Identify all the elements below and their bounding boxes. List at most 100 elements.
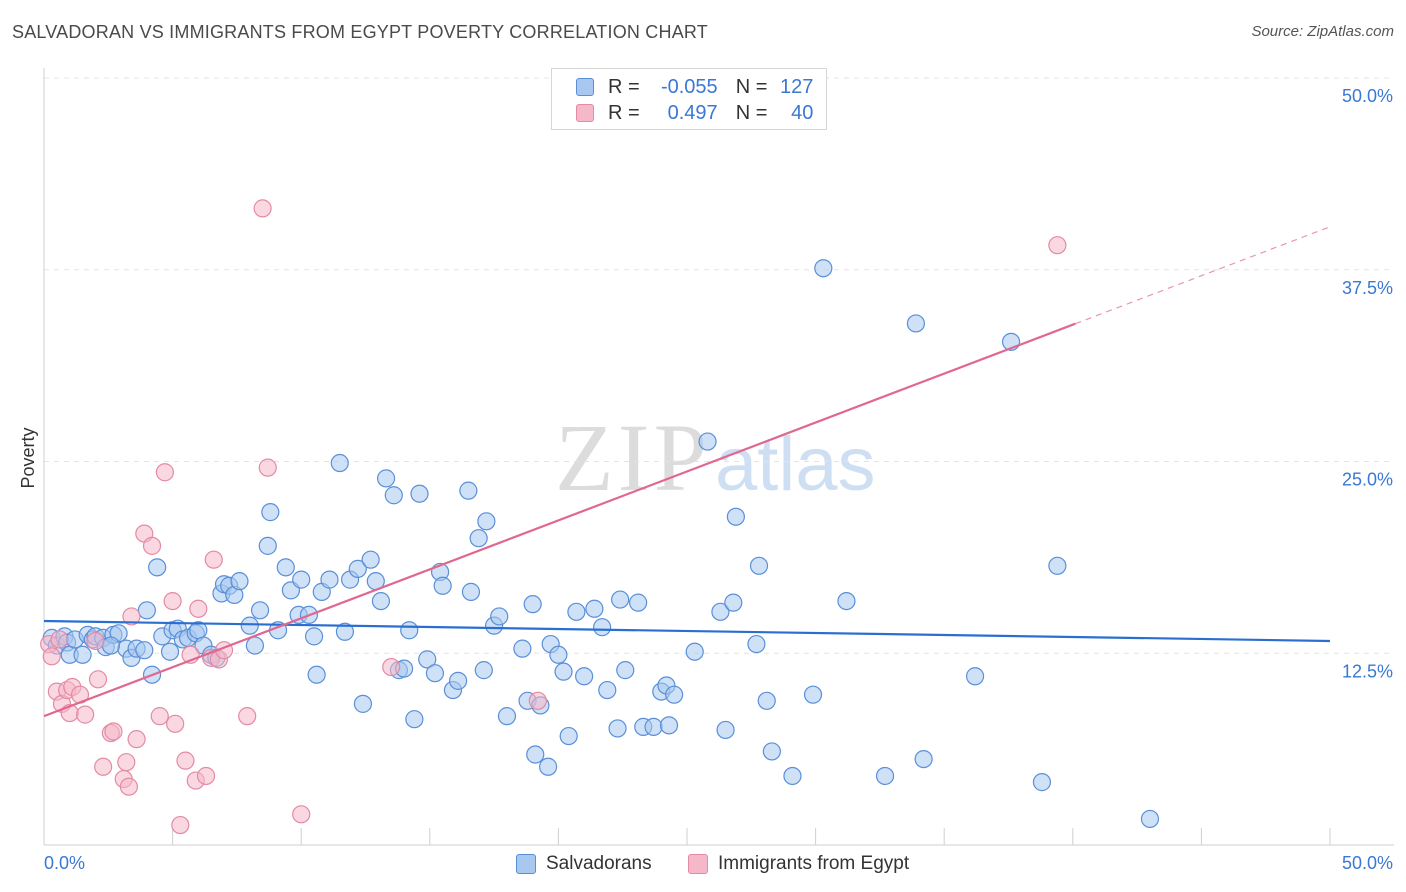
legend-n-value-salvadorans: 127 (780, 75, 814, 98)
data-point-salvadorans (685, 642, 704, 661)
legend-n-label: N = (735, 75, 768, 98)
x-tick-labels: 0.0% 50.0% (44, 853, 1393, 873)
data-point-egypt (117, 753, 136, 772)
legend-label-egypt: Immigrants from Egypt (718, 853, 910, 874)
data-point-salvadorans (567, 602, 586, 621)
data-point-egypt (171, 815, 190, 835)
source-label: Source: ZipAtlas.com (1251, 23, 1394, 40)
data-point-salvadorans (490, 607, 509, 626)
data-point-egypt (238, 707, 257, 726)
data-point-salvadorans (608, 719, 627, 738)
legend-r-value-egypt: 0.497 (667, 101, 718, 124)
legend-row-egypt: R = 0.497 N = 40 (576, 100, 813, 126)
data-point-salvadorans (101, 636, 120, 655)
data-point-salvadorans (554, 662, 573, 681)
data-point-salvadorans (598, 680, 617, 700)
watermark-zip: ZIP (555, 404, 711, 511)
x-tick-label: 50.0% (1342, 853, 1393, 873)
data-point-salvadorans (497, 707, 517, 726)
data-point-egypt (122, 607, 141, 626)
data-point-egypt (94, 757, 113, 776)
zipatlas-watermark: ZIP atlas (555, 404, 876, 511)
data-point-salvadorans (747, 634, 766, 654)
data-point-salvadorans (1048, 556, 1067, 575)
trend-line-egypt (43, 322, 1076, 718)
data-point-egypt (163, 591, 182, 611)
y-tick-label: 12.5% (1342, 661, 1393, 681)
legend-r-label: R = (608, 75, 640, 98)
data-point-salvadorans (425, 664, 445, 683)
data-point-salvadorans (644, 717, 663, 736)
data-point-egypt (150, 707, 169, 726)
data-point-salvadorans (459, 481, 478, 500)
data-point-salvadorans (629, 593, 648, 612)
data-point-salvadorans (526, 745, 545, 764)
data-point-egypt (1048, 236, 1067, 255)
data-point-salvadorans (135, 641, 154, 660)
data-point-egypt (189, 599, 208, 618)
data-point-salvadorans (611, 590, 630, 609)
data-point-egypt (196, 766, 216, 786)
data-point-salvadorans (240, 616, 259, 635)
data-point-salvadorans (549, 645, 568, 664)
data-point-salvadorans (593, 618, 612, 637)
data-point-salvadorans (783, 766, 802, 786)
data-point-salvadorans (1140, 809, 1160, 829)
data-point-salvadorans (376, 469, 396, 488)
gridlines (44, 77, 1394, 654)
trend-line-salvadorans (43, 619, 1331, 643)
data-point-egypt (166, 714, 185, 733)
legend-swatch-salvadorans (516, 854, 536, 874)
data-point-salvadorans (230, 572, 249, 591)
x-tick-label: 0.0% (44, 853, 85, 873)
data-point-salvadorans (575, 667, 594, 686)
data-point-salvadorans (616, 661, 635, 680)
data-point-salvadorans (477, 512, 496, 531)
data-point-salvadorans (906, 314, 926, 333)
data-point-salvadorans (914, 749, 933, 769)
data-point-egypt (204, 550, 223, 569)
data-point-salvadorans (410, 484, 429, 503)
legend-r-label: R = (608, 101, 640, 124)
data-point-salvadorans (716, 720, 735, 740)
data-point-salvadorans (384, 486, 403, 505)
data-point-salvadorans (276, 558, 295, 577)
data-point-salvadorans (474, 661, 493, 680)
legend-item-egypt: Immigrants from Egypt (688, 852, 909, 876)
data-point-salvadorans (762, 742, 781, 761)
legend-swatch-blue (576, 78, 594, 96)
data-point-egypt (119, 777, 138, 796)
y-tick-label: 25.0% (1342, 470, 1393, 490)
data-point-salvadorans (523, 595, 542, 614)
data-point-salvadorans (814, 259, 833, 278)
chart-title: SALVADORAN VS IMMIGRANTS FROM EGYPT POVE… (12, 22, 708, 42)
data-point-salvadorans (353, 694, 373, 713)
data-point-salvadorans (320, 570, 339, 589)
data-point-salvadorans (400, 621, 419, 640)
legend-item-salvadorans: Salvadorans (516, 852, 652, 876)
data-point-egypt (127, 730, 146, 749)
data-point-salvadorans (405, 710, 424, 729)
data-point-egypt (42, 647, 61, 666)
trend-line-egypt-extension (1075, 226, 1331, 325)
y-tick-label: 37.5% (1342, 278, 1393, 298)
legend-n-label: N = (735, 101, 768, 124)
data-point-egypt (104, 722, 123, 741)
data-point-egypt (292, 805, 311, 824)
data-point-salvadorans (698, 432, 717, 451)
data-point-salvadorans (585, 599, 604, 618)
data-point-egypt (76, 705, 95, 724)
legend-swatch-egypt (688, 854, 708, 874)
data-point-salvadorans (261, 503, 280, 522)
data-point-salvadorans (433, 576, 452, 595)
data-point-salvadorans (418, 650, 437, 669)
legend-r-value-salvadorans: -0.055 (660, 75, 718, 98)
data-point-salvadorans (539, 757, 558, 776)
data-point-egypt (50, 630, 69, 649)
data-point-salvadorans (875, 766, 895, 786)
data-point-salvadorans (371, 591, 391, 611)
data-point-egypt (258, 458, 277, 477)
data-point-salvadorans (348, 559, 367, 578)
data-point-egypt (86, 631, 105, 651)
